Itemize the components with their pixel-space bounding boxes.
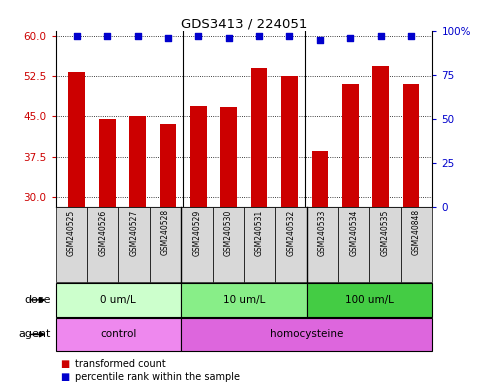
Bar <box>220 107 237 357</box>
Text: GSM240525: GSM240525 <box>67 209 76 255</box>
Text: ■: ■ <box>60 372 70 382</box>
Text: GSM240535: GSM240535 <box>381 209 390 256</box>
Text: GSM240532: GSM240532 <box>286 209 296 255</box>
Text: GSM240534: GSM240534 <box>349 209 358 256</box>
Text: percentile rank within the sample: percentile rank within the sample <box>75 372 240 382</box>
Text: GSM240848: GSM240848 <box>412 209 421 255</box>
Text: transformed count: transformed count <box>75 359 166 369</box>
Point <box>316 36 324 43</box>
Text: GSM240533: GSM240533 <box>318 209 327 256</box>
Bar <box>372 66 389 357</box>
Point <box>255 33 263 39</box>
Text: GDS3413 / 224051: GDS3413 / 224051 <box>181 17 307 30</box>
Point <box>285 33 293 39</box>
Point <box>346 35 354 41</box>
Point <box>377 33 384 39</box>
Point <box>225 35 233 41</box>
Text: 10 um/L: 10 um/L <box>223 295 265 305</box>
Bar <box>99 119 115 357</box>
Text: GSM240531: GSM240531 <box>255 209 264 255</box>
Text: GSM240526: GSM240526 <box>98 209 107 255</box>
Text: 100 um/L: 100 um/L <box>345 295 394 305</box>
Text: ■: ■ <box>60 359 70 369</box>
Text: GSM240530: GSM240530 <box>224 209 233 256</box>
Point <box>407 33 415 39</box>
Point <box>164 35 172 41</box>
Point <box>73 33 81 39</box>
Text: GSM240528: GSM240528 <box>161 209 170 255</box>
Bar <box>190 106 207 357</box>
Text: 0 um/L: 0 um/L <box>100 295 136 305</box>
Text: homocysteine: homocysteine <box>270 329 343 339</box>
Bar <box>312 151 328 357</box>
Text: control: control <box>100 329 137 339</box>
Bar <box>342 84 358 357</box>
Bar <box>403 84 419 357</box>
Bar <box>281 76 298 357</box>
Bar <box>129 116 146 357</box>
Bar <box>159 124 176 357</box>
Text: GSM240529: GSM240529 <box>192 209 201 255</box>
Bar <box>251 68 268 357</box>
Point <box>103 33 111 39</box>
Text: agent: agent <box>18 329 51 339</box>
Point <box>195 33 202 39</box>
Text: dose: dose <box>24 295 51 305</box>
Point <box>134 33 142 39</box>
Text: GSM240527: GSM240527 <box>129 209 139 255</box>
Bar <box>69 73 85 357</box>
